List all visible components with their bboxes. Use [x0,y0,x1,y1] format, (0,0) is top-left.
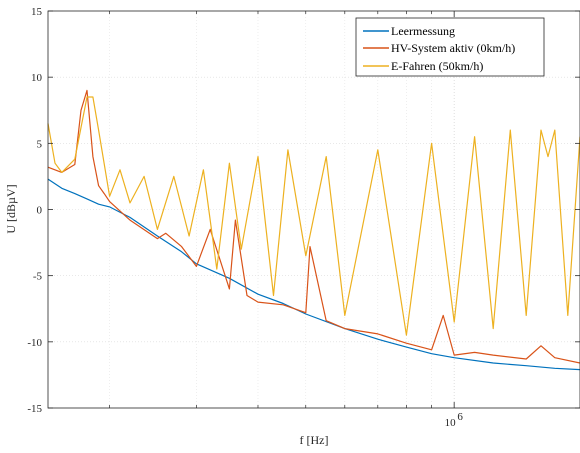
y-tick-label: -5 [33,271,43,283]
legend-label-leermessung: Leermessung [391,24,455,38]
y-tick-label: 10 [31,72,43,84]
series-group [47,89,580,371]
plot-background [48,11,580,408]
grid [48,11,580,408]
legend-label-hv-system: HV-System aktiv (0km/h) [391,41,515,55]
y-tick-label: 15 [31,6,43,18]
y-tick-label: 5 [37,138,43,150]
series-line-0 [47,178,580,371]
x-tick-label-exponent: 6 [457,411,463,423]
legend-label-e-fahren: E-Fahren (50km/h) [391,59,483,73]
y-axis-label: U [dBµV] [4,184,18,233]
x-tick-label: 10 [445,417,457,429]
series-line-2 [47,96,580,336]
x-ticks: 10 6 [109,11,463,429]
y-tick-label: -15 [27,403,42,415]
y-tick-label: -10 [27,337,42,349]
series-line-1 [47,89,580,364]
legend: Leermessung HV-System aktiv (0km/h) E-Fa… [355,17,545,77]
x-axis-label: f [Hz] [300,433,329,447]
y-ticks: 15 10 5 0 -5 -10 -15 [27,6,580,415]
y-tick-label: 0 [37,205,43,217]
